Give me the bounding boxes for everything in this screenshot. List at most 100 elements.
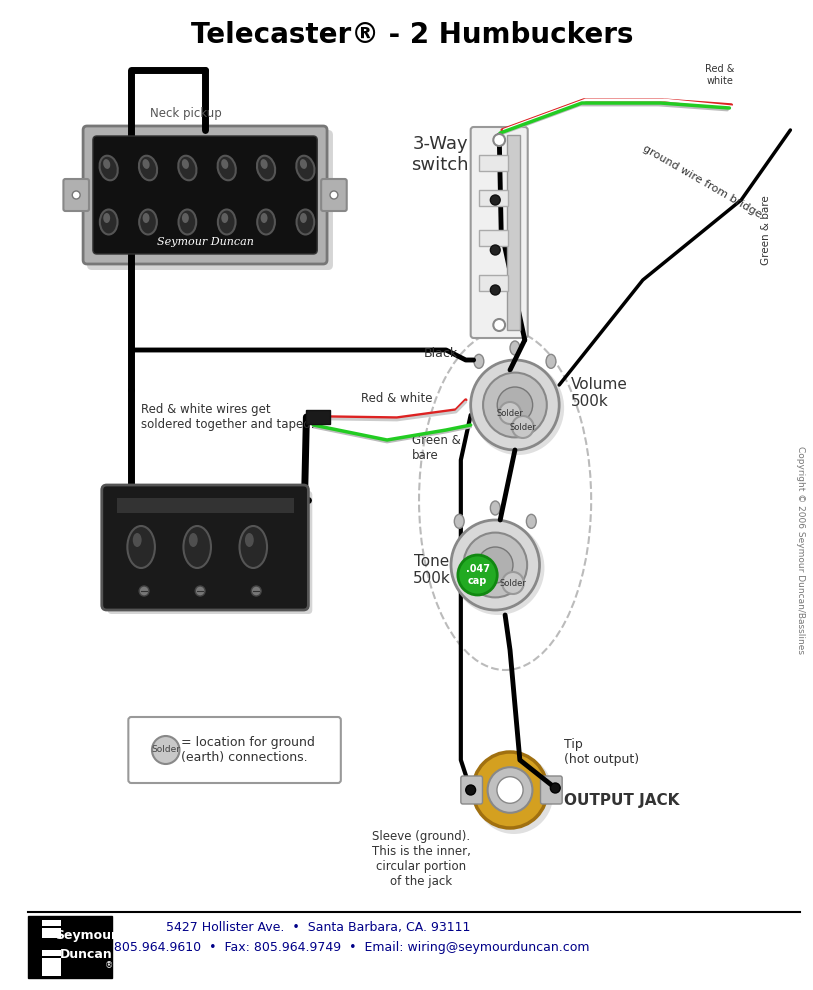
Circle shape [466,785,476,795]
Bar [41,950,62,956]
Ellipse shape [184,526,211,568]
Text: Phone: 805.964.9610  •  Fax: 805.964.9749  •  Email: wiring@seymourduncan.com: Phone: 805.964.9610 • Fax: 805.964.9749 … [67,941,589,954]
Circle shape [72,191,80,199]
Text: Solder: Solder [151,745,180,754]
Ellipse shape [179,210,196,235]
Circle shape [483,372,547,438]
Bar [41,920,62,926]
FancyBboxPatch shape [83,126,327,264]
Ellipse shape [218,155,236,180]
Ellipse shape [240,526,267,568]
Ellipse shape [218,210,236,235]
Circle shape [490,285,500,295]
Text: Seymour: Seymour [55,930,117,942]
Ellipse shape [133,533,141,547]
Circle shape [497,777,523,803]
Bar [41,922,62,925]
Ellipse shape [526,515,537,529]
Bar [479,230,508,246]
Ellipse shape [139,155,157,180]
Ellipse shape [454,515,464,529]
Bar [41,930,62,933]
Ellipse shape [103,159,111,169]
Circle shape [490,195,500,205]
Ellipse shape [182,213,189,223]
Circle shape [512,416,533,438]
Text: Telecaster® - 2 Humbuckers: Telecaster® - 2 Humbuckers [191,21,634,49]
Circle shape [451,520,540,610]
FancyBboxPatch shape [321,179,346,211]
Ellipse shape [142,159,150,169]
Ellipse shape [510,341,520,355]
Bar [28,916,111,978]
Ellipse shape [261,213,267,223]
Circle shape [463,533,527,597]
Circle shape [493,319,505,331]
Circle shape [477,547,513,583]
Circle shape [472,752,547,828]
Text: Tone
500k: Tone 500k [412,553,450,586]
Ellipse shape [221,213,228,223]
Text: 3-Way
switch: 3-Way switch [411,135,469,174]
Ellipse shape [100,210,118,235]
Text: 5427 Hollister Ave.  •  Santa Barbara, CA. 93111: 5427 Hollister Ave. • Santa Barbara, CA.… [166,922,471,935]
Ellipse shape [260,159,267,169]
Circle shape [502,572,524,594]
Text: Neck pickup: Neck pickup [150,107,221,120]
Ellipse shape [182,159,189,169]
FancyBboxPatch shape [541,776,562,804]
Text: Solder: Solder [499,578,526,587]
Text: Seymour Duncan: Seymour Duncan [157,237,254,247]
Circle shape [490,245,500,255]
FancyBboxPatch shape [63,179,89,211]
Ellipse shape [257,210,275,235]
Circle shape [488,767,533,813]
Ellipse shape [178,155,197,180]
Circle shape [475,754,554,834]
Ellipse shape [297,210,315,235]
Text: Red & white: Red & white [361,392,433,405]
Bar [479,190,508,206]
Ellipse shape [490,501,500,515]
Ellipse shape [99,155,118,180]
Bar [507,135,520,330]
Text: Black: Black [424,347,458,360]
Ellipse shape [300,213,307,223]
FancyBboxPatch shape [461,776,482,804]
Text: Sleeve (ground).
This is the inner,
circular portion
of the jack: Sleeve (ground). This is the inner, circ… [372,830,471,888]
Ellipse shape [221,159,228,169]
Text: Solder: Solder [497,409,524,418]
FancyBboxPatch shape [87,130,333,270]
Circle shape [195,586,205,596]
Ellipse shape [257,155,275,180]
Bar [41,958,62,976]
Ellipse shape [546,354,556,368]
Circle shape [472,361,564,455]
Text: = location for ground
(earth) connections.: = location for ground (earth) connection… [181,736,315,764]
Circle shape [152,736,180,764]
Text: Volume
500k: Volume 500k [571,377,628,409]
Ellipse shape [296,155,315,180]
Circle shape [498,387,533,423]
Text: Duncan: Duncan [59,947,112,960]
Text: Red & white wires get
soldered together and taped.: Red & white wires get soldered together … [141,403,315,431]
FancyBboxPatch shape [93,136,317,254]
FancyBboxPatch shape [102,485,308,610]
Text: Green &
bare: Green & bare [411,434,460,462]
FancyBboxPatch shape [471,127,528,338]
FancyBboxPatch shape [128,717,341,783]
Bar [41,928,62,948]
Bar [41,962,62,965]
Circle shape [499,402,521,424]
Text: Red &
white: Red & white [705,64,734,86]
Text: Green & bare: Green & bare [761,195,771,265]
Circle shape [550,783,560,793]
Text: Tip
(hot output): Tip (hot output) [564,738,639,766]
Ellipse shape [189,533,198,547]
Ellipse shape [139,210,157,235]
Ellipse shape [128,526,155,568]
Ellipse shape [300,159,307,169]
Circle shape [452,521,545,615]
Text: ground wire from bridge: ground wire from bridge [641,144,763,220]
FancyBboxPatch shape [107,491,312,614]
